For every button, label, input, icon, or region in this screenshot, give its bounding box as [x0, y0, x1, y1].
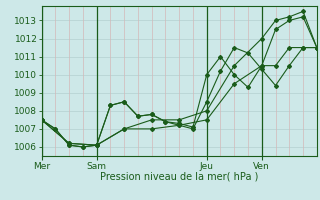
X-axis label: Pression niveau de la mer( hPa ): Pression niveau de la mer( hPa )	[100, 172, 258, 182]
